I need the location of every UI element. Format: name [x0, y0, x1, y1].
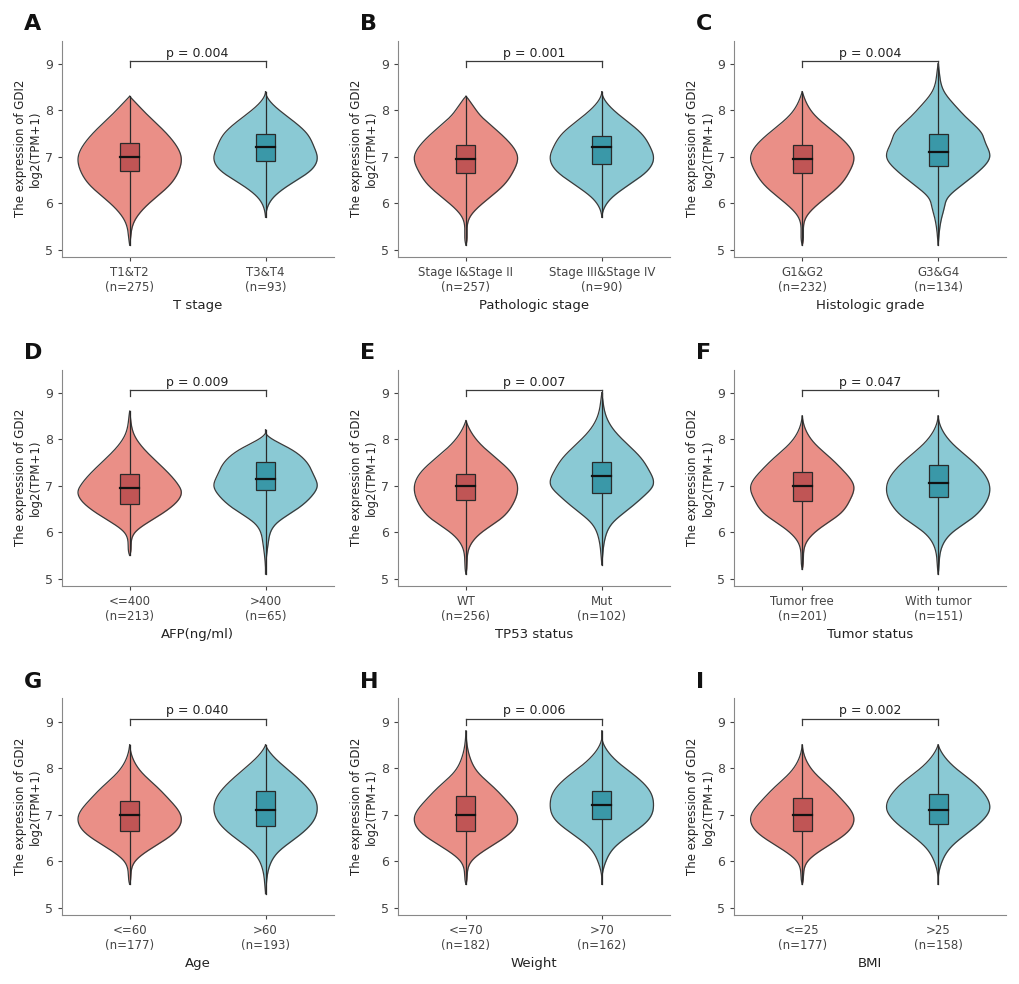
Y-axis label: The expression of GDI2
log2(TPM+1): The expression of GDI2 log2(TPM+1)	[686, 738, 713, 875]
Bar	[256, 462, 275, 490]
Text: p = 0.004: p = 0.004	[839, 46, 901, 60]
Text: p = 0.004: p = 0.004	[166, 46, 228, 60]
Y-axis label: The expression of GDI2
log2(TPM+1): The expression of GDI2 log2(TPM+1)	[350, 409, 378, 546]
X-axis label: TP53 status: TP53 status	[494, 628, 573, 642]
Text: G: G	[23, 672, 42, 692]
Bar	[592, 791, 610, 820]
X-axis label: T stage: T stage	[173, 299, 222, 312]
Bar	[120, 801, 139, 830]
X-axis label: BMI: BMI	[857, 957, 881, 970]
Y-axis label: The expression of GDI2
log2(TPM+1): The expression of GDI2 log2(TPM+1)	[350, 80, 378, 217]
Y-axis label: The expression of GDI2
log2(TPM+1): The expression of GDI2 log2(TPM+1)	[14, 409, 42, 546]
Text: F: F	[696, 343, 710, 363]
Bar	[592, 462, 610, 493]
Bar	[792, 145, 811, 173]
Text: p = 0.040: p = 0.040	[166, 705, 228, 717]
X-axis label: Age: Age	[184, 957, 210, 970]
Text: p = 0.009: p = 0.009	[166, 376, 228, 389]
Bar	[455, 796, 475, 830]
X-axis label: Histologic grade: Histologic grade	[815, 299, 923, 312]
Text: C: C	[696, 14, 712, 34]
X-axis label: AFP(ng/ml): AFP(ng/ml)	[161, 628, 234, 642]
Text: E: E	[360, 343, 375, 363]
Text: D: D	[23, 343, 42, 363]
Text: I: I	[696, 672, 704, 692]
Text: A: A	[23, 14, 41, 34]
Bar	[927, 134, 947, 166]
Bar	[120, 143, 139, 170]
Bar	[455, 145, 475, 173]
X-axis label: Pathologic stage: Pathologic stage	[478, 299, 588, 312]
Bar	[792, 471, 811, 501]
Bar	[455, 474, 475, 500]
Bar	[120, 474, 139, 504]
Bar	[792, 798, 811, 830]
Bar	[927, 464, 947, 497]
Bar	[592, 136, 610, 163]
Text: p = 0.007: p = 0.007	[502, 376, 565, 389]
Text: p = 0.001: p = 0.001	[502, 46, 565, 60]
Y-axis label: The expression of GDI2
log2(TPM+1): The expression of GDI2 log2(TPM+1)	[14, 738, 42, 875]
Y-axis label: The expression of GDI2
log2(TPM+1): The expression of GDI2 log2(TPM+1)	[350, 738, 378, 875]
Text: p = 0.047: p = 0.047	[839, 376, 901, 389]
Bar	[927, 794, 947, 824]
X-axis label: Tumor status: Tumor status	[826, 628, 912, 642]
X-axis label: Weight: Weight	[511, 957, 556, 970]
Bar	[256, 134, 275, 161]
Text: H: H	[360, 672, 378, 692]
Text: p = 0.006: p = 0.006	[502, 705, 565, 717]
Text: p = 0.002: p = 0.002	[839, 705, 901, 717]
Text: B: B	[360, 14, 377, 34]
Y-axis label: The expression of GDI2
log2(TPM+1): The expression of GDI2 log2(TPM+1)	[14, 80, 42, 217]
Bar	[256, 791, 275, 827]
Y-axis label: The expression of GDI2
log2(TPM+1): The expression of GDI2 log2(TPM+1)	[686, 409, 713, 546]
Y-axis label: The expression of GDI2
log2(TPM+1): The expression of GDI2 log2(TPM+1)	[686, 80, 713, 217]
